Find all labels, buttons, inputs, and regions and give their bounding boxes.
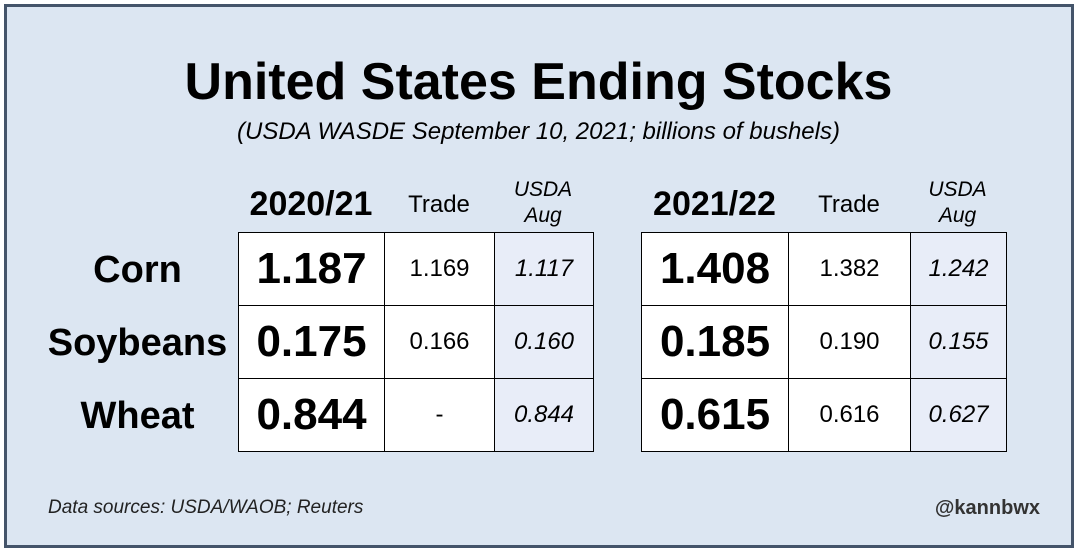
year-header-2020-21: 2020/21	[249, 185, 373, 223]
table-row: 1.187 1.169 1.117	[238, 232, 594, 306]
row-label-soybeans: Soybeans	[47, 322, 228, 364]
trade-header-2021-22: Trade	[818, 191, 880, 218]
table-row: 0.185 0.190 0.155	[641, 305, 1007, 379]
data-sources-note: Data sources: USDA/WAOB; Reuters	[48, 497, 364, 518]
trade-estimate-cell: 1.382	[788, 232, 911, 306]
row-label-wheat: Wheat	[80, 395, 195, 437]
usda-header-line1: USDA	[928, 178, 987, 201]
trade-estimate-cell: 0.166	[384, 305, 495, 379]
ending-stocks-cell: 0.185	[641, 305, 789, 379]
usda-aug-cell: 0.844	[494, 378, 594, 452]
chart-title: United States Ending Stocks	[184, 53, 893, 111]
author-handle: @kannbwx	[934, 497, 1040, 519]
ending-stocks-cell: 0.615	[641, 378, 789, 452]
table-row: 0.175 0.166 0.160	[238, 305, 594, 379]
usda-header-line2: Aug	[524, 204, 562, 227]
table-row: 1.408 1.382 1.242	[641, 232, 1007, 306]
ending-stocks-cell: 0.844	[238, 378, 385, 452]
table-row: 0.615 0.616 0.627	[641, 378, 1007, 452]
usda-aug-cell: 1.242	[910, 232, 1007, 306]
ending-stocks-cell: 1.187	[238, 232, 385, 306]
trade-estimate-cell: 0.190	[788, 305, 911, 379]
chart-subtitle: (USDA WASDE September 10, 2021; billions…	[237, 118, 840, 145]
ending-stocks-cell: 1.408	[641, 232, 789, 306]
usda-aug-header-2021-22: USDA Aug	[910, 177, 1005, 229]
year-header-2021-22: 2021/22	[653, 185, 776, 223]
stocks-table-2021-22: 1.408 1.382 1.242 0.185 0.190 0.155 0.61…	[641, 232, 1007, 452]
usda-aug-cell: 0.155	[910, 305, 1007, 379]
trade-estimate-cell: 1.169	[384, 232, 495, 306]
row-label-corn: Corn	[93, 249, 182, 291]
trade-header-2020-21: Trade	[408, 191, 470, 218]
usda-header-line1: USDA	[513, 178, 573, 201]
trade-estimate-cell: 0.616	[788, 378, 911, 452]
usda-aug-header-2020-21: USDA Aug	[494, 177, 592, 229]
ending-stocks-cell: 0.175	[238, 305, 385, 379]
trade-estimate-cell: -	[384, 378, 495, 452]
table-row: 0.844 - 0.844	[238, 378, 594, 452]
usda-aug-cell: 0.160	[494, 305, 594, 379]
usda-aug-cell: 0.627	[910, 378, 1007, 452]
stocks-table-2020-21: 1.187 1.169 1.117 0.175 0.166 0.160 0.84…	[238, 232, 594, 452]
usda-aug-cell: 1.117	[494, 232, 594, 306]
usda-header-line2: Aug	[938, 204, 977, 227]
